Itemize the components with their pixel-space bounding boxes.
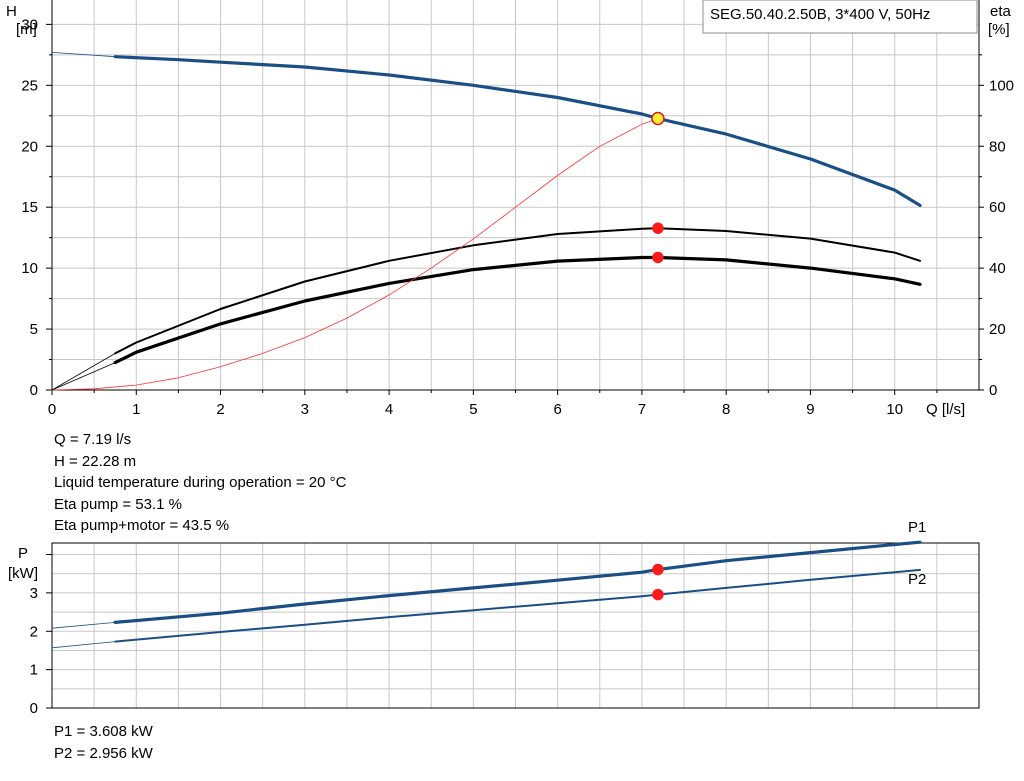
curve-extension-2 (51, 362, 116, 391)
result-p2: P2 = 2.956 kW (54, 744, 153, 762)
power-axis-unit: [kW] (8, 565, 38, 582)
series-label-p2: P2 (908, 571, 926, 588)
y-left-tick-label: 20 (21, 138, 38, 155)
curve-series-0 (113, 55, 922, 207)
power-y-tick-label: 1 (30, 662, 38, 679)
y-right-axis-title: eta (990, 3, 1012, 20)
y-left-tick-label: 25 (21, 77, 38, 94)
model-title: SEG.50.40.2.50B, 3*400 V, 50Hz (710, 6, 930, 23)
y-left-axis-title: H (6, 3, 17, 20)
curve-series-3 (51, 118, 659, 391)
x-tick-label: 8 (722, 401, 730, 418)
duty-point-marker (652, 251, 664, 264)
power-curve-extension-1 (51, 641, 116, 649)
power-duty-point-marker (652, 563, 664, 576)
power-y-tick-label: 2 (30, 623, 38, 640)
model-title-box (702, 0, 978, 34)
y-right-tick-label: 0 (989, 382, 997, 399)
x-tick-label: 10 (886, 401, 903, 418)
result-liquid-temperature: Liquid temperature during operation = 20… (54, 474, 347, 491)
curve-extension-0 (51, 52, 116, 58)
curve-series-2 (113, 255, 922, 365)
y-left-tick-label: 30 (21, 16, 38, 33)
y-right-tick-label: 20 (989, 321, 1006, 338)
power-curve-p2 (114, 568, 921, 643)
y-right-tick-label: 60 (989, 199, 1006, 216)
curve-series-1 (114, 227, 921, 355)
x-tick-label: 7 (638, 401, 646, 418)
duty-point-results: Q = 7.19 l/s H = 22.28 m Liquid temperat… (54, 429, 346, 537)
x-tick-label: 1 (132, 401, 140, 418)
result-eta-pump-motor: Eta pump+motor = 43.5 % (54, 517, 230, 534)
y-right-tick-label: 40 (989, 260, 1006, 277)
result-eta-pump: Eta pump = 53.1 % (54, 495, 182, 513)
power-y-tick-label: 3 (30, 585, 38, 602)
y-left-tick-label: 15 (21, 199, 38, 216)
power-y-tick-label: 0 (30, 700, 38, 717)
y-right-axis-unit: [%] (988, 21, 1010, 38)
curve-extension-1 (51, 353, 116, 391)
y-left-tick-label: 10 (21, 260, 38, 277)
x-tick-label: 2 (216, 401, 224, 418)
power-duty-point-marker (652, 588, 664, 601)
duty-point-marker (651, 111, 665, 126)
series-label-p1: P1 (908, 519, 926, 536)
result-p1: P1 = 3.608 kW (54, 723, 153, 740)
power-curve-extension-0 (51, 622, 116, 629)
x-tick-label: 3 (301, 401, 309, 418)
x-tick-label: 6 (553, 401, 561, 418)
x-tick-label: 0 (48, 401, 56, 418)
power-axis-title: P (18, 545, 28, 562)
power-results: P1 = 3.608 kW P2 = 2.956 kW (54, 721, 153, 764)
x-tick-label: 4 (385, 401, 393, 418)
x-tick-label: 9 (806, 401, 814, 418)
y-left-axis-unit: [m] (16, 21, 37, 38)
result-flow: Q = 7.19 l/s (54, 431, 132, 448)
power-curve-p1 (113, 540, 922, 624)
result-head: H = 22.28 m (54, 452, 137, 470)
duty-point-marker (652, 222, 664, 234)
y-right-tick-label: 80 (989, 138, 1006, 155)
y-right-tick-label: 100 (989, 77, 1014, 94)
x-axis-title: Q [l/s] (926, 401, 965, 418)
y-left-tick-label: 0 (30, 382, 38, 399)
x-tick-label: 5 (469, 401, 477, 418)
y-left-tick-label: 5 (30, 321, 38, 338)
power-plot-frame (51, 542, 980, 709)
